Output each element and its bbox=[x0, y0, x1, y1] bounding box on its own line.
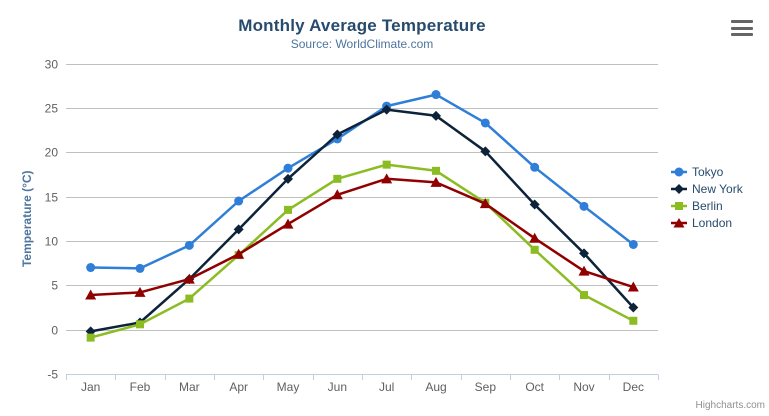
new-york-series-marker-icon bbox=[671, 183, 687, 195]
legend: Tokyo New York Berlin London bbox=[671, 163, 743, 231]
legend-item-london[interactable]: London bbox=[671, 214, 743, 231]
legend-item-berlin[interactable]: Berlin bbox=[671, 197, 743, 214]
legend-label: New York bbox=[692, 181, 743, 196]
svg-text:Jan: Jan bbox=[81, 380, 100, 394]
export-menu-button[interactable] bbox=[731, 20, 753, 36]
svg-text:25: 25 bbox=[45, 102, 59, 116]
svg-text:Feb: Feb bbox=[130, 380, 151, 394]
y-axis-labels: -5 0 5 10 15 20 25 30 bbox=[45, 58, 59, 382]
svg-text:15: 15 bbox=[45, 191, 59, 205]
tokyo-series-marker-icon bbox=[671, 166, 687, 178]
series-new-york bbox=[85, 104, 639, 337]
chart-title: Monthly Average Temperature bbox=[238, 16, 486, 35]
svg-text:May: May bbox=[277, 380, 300, 394]
series-berlin bbox=[86, 160, 638, 342]
legend-label: Berlin bbox=[692, 198, 723, 213]
y-gridlines bbox=[66, 64, 658, 375]
berlin-series-marker-icon bbox=[671, 200, 687, 212]
svg-text:0: 0 bbox=[51, 324, 58, 338]
highcharts-credits-link[interactable]: Highcharts.com bbox=[695, 400, 765, 411]
chart-subtitle: Source: WorldClimate.com bbox=[290, 37, 434, 51]
series-london bbox=[85, 173, 639, 300]
hamburger-menu-icon bbox=[731, 26, 753, 30]
svg-text:20: 20 bbox=[45, 146, 59, 160]
series-tokyo bbox=[86, 90, 638, 273]
legend-label: London bbox=[692, 215, 733, 230]
y-axis-title: Temperature (°C) bbox=[20, 170, 34, 267]
legend-item-tokyo[interactable]: Tokyo bbox=[671, 163, 743, 180]
legend-label: Tokyo bbox=[692, 164, 724, 179]
svg-text:Mar: Mar bbox=[179, 380, 200, 394]
x-axis bbox=[66, 374, 659, 380]
svg-text:Jul: Jul bbox=[379, 380, 394, 394]
hamburger-menu-icon bbox=[731, 33, 753, 36]
svg-text:Sep: Sep bbox=[475, 380, 497, 394]
hamburger-menu-icon bbox=[731, 20, 753, 23]
svg-text:Aug: Aug bbox=[425, 380, 446, 394]
svg-text:Dec: Dec bbox=[623, 380, 644, 394]
svg-text:Nov: Nov bbox=[573, 380, 594, 394]
svg-text:5: 5 bbox=[51, 279, 58, 293]
london-series-marker-icon bbox=[671, 217, 687, 229]
svg-text:Apr: Apr bbox=[229, 380, 248, 394]
svg-text:10: 10 bbox=[45, 235, 59, 249]
x-axis-labels: Jan Feb Mar Apr May Jun Jul Aug Sep Oct Nov Dec bbox=[81, 380, 644, 394]
legend-item-new-york[interactable]: New York bbox=[671, 180, 743, 197]
svg-text:30: 30 bbox=[45, 58, 59, 72]
svg-text:-5: -5 bbox=[47, 368, 58, 382]
svg-text:Jun: Jun bbox=[328, 380, 347, 394]
svg-text:Oct: Oct bbox=[525, 380, 544, 394]
